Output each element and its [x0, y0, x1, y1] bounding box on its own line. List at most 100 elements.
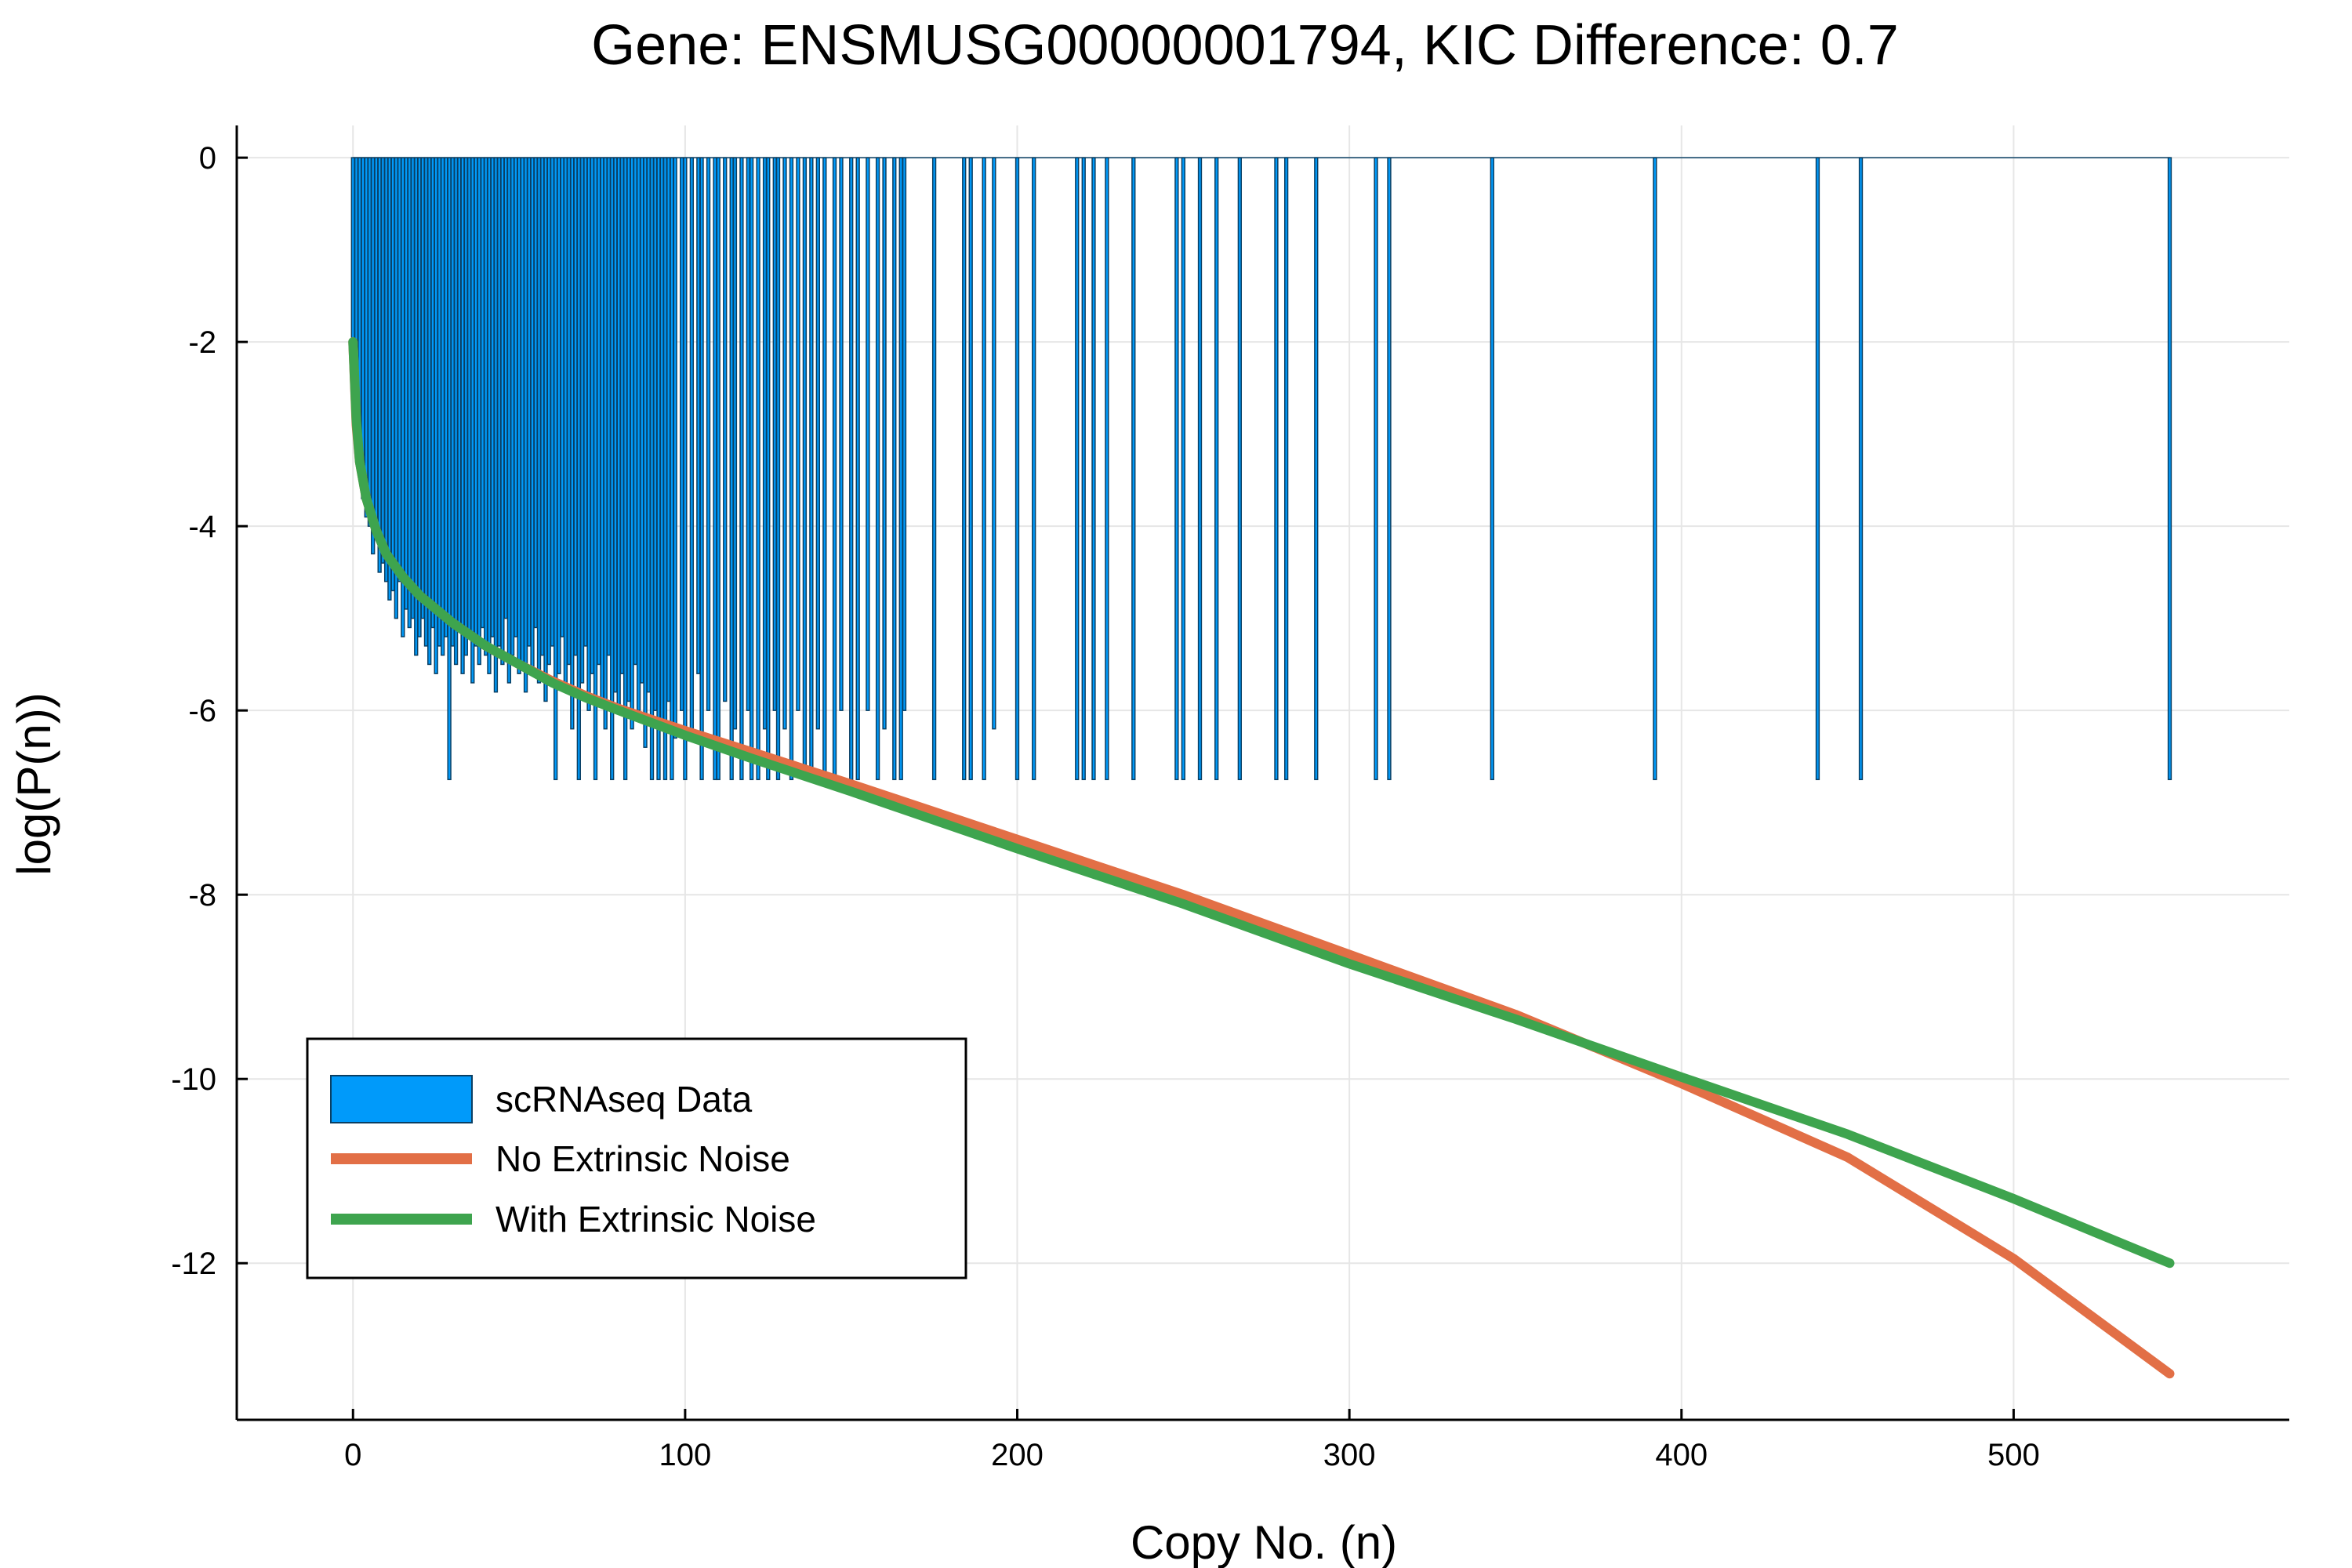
bar: [470, 157, 475, 684]
line-series: [348, 337, 2175, 1379]
bar: [1081, 157, 1086, 781]
legend: scRNAseq Data No Extrinsic Noise With Ex…: [306, 1037, 967, 1279]
bar: [732, 157, 738, 730]
x-ticks: 0 100 200 300 400 500: [344, 1409, 2040, 1472]
bar: [968, 157, 973, 781]
bar: [401, 157, 405, 637]
bar: [560, 157, 564, 637]
bar: [423, 157, 429, 647]
x-tick-label: 200: [991, 1438, 1044, 1472]
bar: [815, 157, 820, 730]
bar: [417, 157, 422, 637]
bar: [1858, 157, 1864, 781]
bar: [892, 157, 897, 781]
y-tick-label: -2: [188, 325, 216, 360]
bar: [503, 157, 508, 619]
bar: [536, 157, 542, 684]
bar: [680, 157, 684, 711]
bar: [1091, 157, 1096, 781]
y-axis-label: log(P(n)): [8, 692, 60, 875]
bar: [460, 157, 465, 674]
bar: [653, 157, 658, 711]
bar: [1032, 157, 1036, 781]
bar: [802, 157, 808, 781]
bar: [487, 157, 492, 674]
bar: [579, 157, 585, 684]
bar: [729, 157, 734, 781]
bar: [626, 157, 631, 702]
bar: [371, 157, 376, 555]
bar: [982, 157, 986, 781]
bar: [493, 157, 499, 693]
bar: [600, 157, 604, 702]
bar: [902, 157, 907, 711]
bar: [882, 157, 887, 730]
bar: [440, 157, 445, 656]
bar: [1314, 157, 1319, 781]
bar: [434, 157, 438, 674]
bar: [510, 157, 515, 656]
bar: [474, 157, 478, 647]
bar: [839, 157, 844, 711]
bar: [597, 157, 601, 666]
bar: [849, 157, 854, 781]
bar: [590, 157, 594, 674]
bar: [606, 157, 612, 656]
bar: [1131, 157, 1136, 781]
bar: [420, 157, 425, 619]
bar: [506, 157, 512, 684]
bar: [414, 157, 419, 656]
bar: [1237, 157, 1243, 781]
bar: [622, 157, 628, 781]
bar: [666, 157, 671, 702]
bar: [543, 157, 548, 702]
bar: [832, 157, 837, 781]
y-tick-label: 0: [199, 141, 216, 176]
bar: [619, 157, 625, 674]
bar: [550, 157, 555, 647]
bar: [756, 157, 760, 781]
bar: [689, 157, 695, 730]
bar: [875, 157, 880, 781]
bar: [739, 157, 744, 781]
bar: [662, 157, 668, 781]
bar: [427, 157, 432, 666]
bar: [517, 157, 521, 674]
bar: [1274, 157, 1279, 781]
bar: [527, 157, 532, 647]
bar: [772, 157, 777, 711]
bar: [796, 157, 800, 711]
bar: [1387, 157, 1392, 781]
x-tick-label: 100: [659, 1438, 712, 1472]
bar: [716, 157, 720, 781]
bar: [699, 157, 704, 781]
bar: [706, 157, 711, 711]
bar: [404, 157, 408, 610]
x-tick-label: 0: [344, 1438, 361, 1472]
y-tick-label: -12: [171, 1247, 216, 1281]
bar: [1181, 157, 1185, 781]
bar: [633, 157, 638, 666]
bar: [616, 157, 621, 711]
bar: [514, 157, 518, 637]
bar: [1014, 157, 1020, 781]
bar: [766, 157, 771, 781]
bar: [586, 157, 591, 711]
bar: [1105, 157, 1109, 781]
bar: [656, 157, 661, 781]
bar: [457, 157, 462, 629]
bar: [593, 157, 598, 781]
y-ticks: 0 -2 -4 -6 -8 -10 -12: [171, 141, 248, 1281]
bar: [1075, 157, 1080, 781]
bar: [673, 157, 677, 739]
legend-swatch-data: [330, 1075, 473, 1123]
bar: [696, 157, 701, 674]
bar: [383, 157, 389, 583]
y-tick-label: -4: [188, 510, 216, 544]
bar: [1214, 157, 1219, 781]
bar: [1374, 157, 1378, 781]
bar: [962, 157, 967, 781]
bar: [397, 157, 402, 583]
bar: [1283, 157, 1289, 781]
